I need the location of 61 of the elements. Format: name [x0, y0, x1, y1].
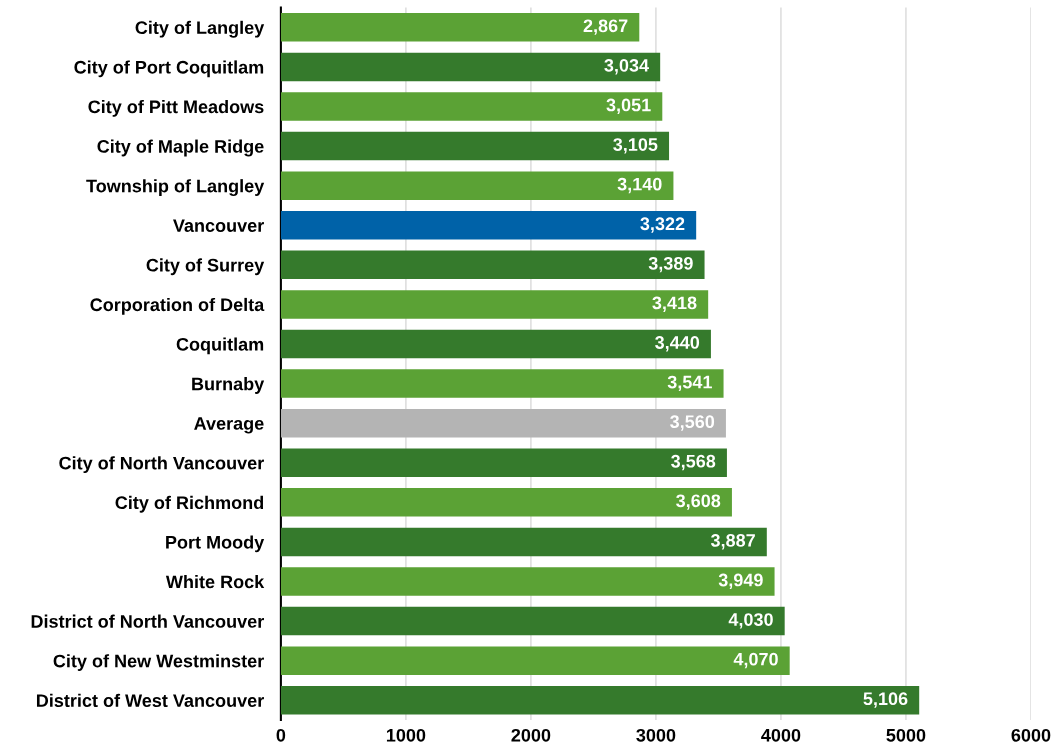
bar [280, 646, 790, 675]
data-label: 3,051 [606, 98, 651, 114]
data-label: 3,887 [710, 534, 755, 550]
bar [280, 329, 711, 359]
data-label: 4,070 [733, 652, 778, 669]
data-label: 3,440 [655, 336, 700, 352]
x-tick-label: 1000 [386, 728, 426, 742]
x-tick-label: 3000 [636, 728, 676, 742]
bar [280, 408, 726, 438]
y-tick-label: City of Pitt Meadows [88, 99, 264, 117]
data-label: 3,140 [617, 177, 662, 194]
y-tick-label: City of Langley [135, 20, 265, 38]
y-tick-label: Corporation of Delta [90, 297, 265, 315]
bar [280, 250, 705, 280]
y-tick-label: City of Port Coquitlam [74, 60, 264, 78]
bar [280, 488, 732, 517]
x-tick-label: 5000 [886, 728, 926, 742]
bar [280, 567, 775, 596]
y-tick-label: White Rock [165, 574, 265, 589]
bar [280, 211, 697, 240]
bar [280, 448, 727, 478]
data-label: 3,568 [671, 454, 716, 471]
data-label: 3,541 [667, 375, 712, 392]
y-tick-label: Average [194, 417, 264, 434]
y-tick-label: City of Richmond [115, 495, 264, 513]
data-label: 3,949 [718, 573, 763, 589]
x-tick-label: 4000 [761, 728, 801, 742]
y-tick-label: Township of Langley [86, 179, 265, 197]
bar [280, 290, 709, 319]
y-tick-label: Vancouver [173, 219, 264, 232]
data-label: 3,608 [676, 494, 721, 510]
data-label: 4,030 [728, 613, 773, 629]
data-label: 3,322 [640, 217, 685, 233]
data-label: 3,418 [652, 296, 697, 312]
bar [280, 686, 920, 715]
data-label: 3,105 [613, 138, 658, 154]
bar [280, 131, 670, 161]
bar [280, 369, 724, 398]
data-label: 2,867 [583, 19, 628, 35]
y-tick-label: District of West Vancouver [36, 693, 264, 707]
y-tick-label: Port Moody [166, 535, 265, 553]
x-tick-label: 2000 [511, 728, 551, 742]
x-tick-label: 0 [276, 728, 286, 742]
data-label: 3,034 [604, 58, 649, 75]
data-label: 5,106 [863, 692, 908, 708]
bar [280, 52, 661, 82]
bar [280, 92, 663, 121]
bar [280, 606, 785, 636]
bar [280, 527, 767, 557]
y-tick-label: Burnaby [192, 377, 265, 394]
y-tick-label: City of Maple Ridge [97, 139, 264, 157]
y-tick-label: City of Surrey [146, 258, 265, 276]
y-tick-label: District of North Vancouver [31, 614, 264, 628]
y-tick-label: City of North Vancouver [59, 456, 264, 474]
bar [280, 13, 640, 42]
y-tick-label: Coquitlam [176, 337, 264, 355]
data-label: 3,560 [670, 415, 715, 431]
y-tick-label: City of New Westminster [53, 654, 264, 671]
data-label: 3,389 [648, 256, 693, 273]
bar [280, 171, 674, 200]
x-tick-label: 6000 [1011, 728, 1051, 742]
